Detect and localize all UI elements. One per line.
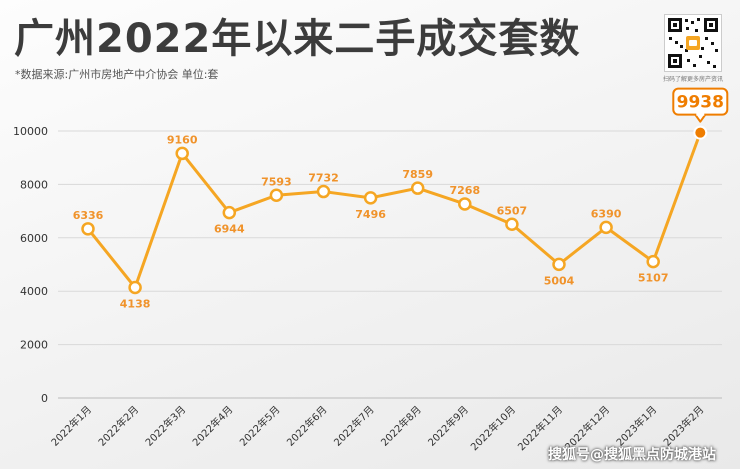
data-label: 5004 [544, 274, 575, 287]
chart-title: 广州2022年以来二手成交套数 [14, 16, 581, 62]
data-point [599, 220, 613, 235]
y-tick-label: 10000 [13, 125, 48, 138]
y-tick-label: 0 [41, 392, 48, 405]
y-axis-ticks: 0 2000 4000 6000 8000 10000 [13, 125, 48, 405]
data-point [175, 146, 189, 161]
callout-pointer [694, 114, 707, 123]
data-point [128, 280, 142, 295]
x-tick-label: 2022年7月 [331, 403, 377, 449]
data-label: 7859 [402, 168, 433, 181]
y-tick-label: 8000 [20, 178, 48, 191]
x-tick-label: 2022年9月 [425, 403, 471, 449]
x-tick-label: 2023年2月 [661, 403, 707, 449]
data-point [410, 181, 425, 195]
data-label: 7732 [308, 172, 339, 185]
data-label: 5107 [638, 272, 669, 285]
data-label: 7496 [355, 208, 386, 221]
data-point-highlight [693, 125, 708, 140]
qr-caption: 扫码了解更多房产资讯 [662, 76, 723, 83]
watermark: 搜狐号@搜狐黑点防城港站 [548, 447, 716, 463]
x-tick-label: 2023年1月 [613, 403, 659, 449]
data-point [646, 254, 660, 269]
series-line-path [86, 132, 702, 290]
data-label: 9160 [167, 133, 198, 146]
x-tick-label: 2022年6月 [284, 403, 330, 449]
qr-code-icon [664, 14, 722, 72]
x-tick-label: 2022年2月 [95, 403, 141, 449]
y-tick-label: 2000 [20, 339, 48, 352]
data-point [458, 197, 472, 211]
data-point [316, 184, 331, 199]
data-point [81, 222, 95, 236]
series-points [81, 125, 708, 295]
x-tick-label: 2022年10月 [468, 403, 518, 453]
x-tick-label: 2022年4月 [190, 403, 236, 449]
data-label: 6944 [214, 223, 245, 236]
data-label: 6507 [497, 204, 528, 217]
y-tick-label: 4000 [20, 285, 48, 298]
x-tick-label: 2022年5月 [237, 403, 283, 449]
data-point [363, 191, 378, 205]
x-tick-label: 2022年3月 [142, 403, 188, 449]
data-point [552, 257, 566, 272]
chart-grid [58, 130, 722, 399]
callout-pointer-mask [696, 112, 705, 116]
x-tick-label: 2022年8月 [378, 403, 424, 449]
data-source-note: *数据来源:广州市房地产中介协会 单位:套 [15, 68, 219, 81]
data-label: 7268 [449, 184, 480, 197]
data-label-highlight: 9938 [677, 93, 724, 113]
data-labels: 6336 4138 9160 6944 7593 7732 7496 7859 7268 6507… [73, 87, 729, 311]
series-line [86, 132, 702, 290]
data-label: 6390 [591, 207, 622, 220]
data-point [269, 188, 284, 203]
data-point [505, 217, 519, 232]
data-label: 7593 [261, 175, 292, 188]
data-label: 4138 [120, 298, 151, 311]
data-label: 6336 [73, 209, 104, 222]
x-tick-label: 2022年1月 [48, 403, 94, 449]
y-tick-label: 6000 [20, 232, 48, 245]
data-point [222, 205, 237, 220]
